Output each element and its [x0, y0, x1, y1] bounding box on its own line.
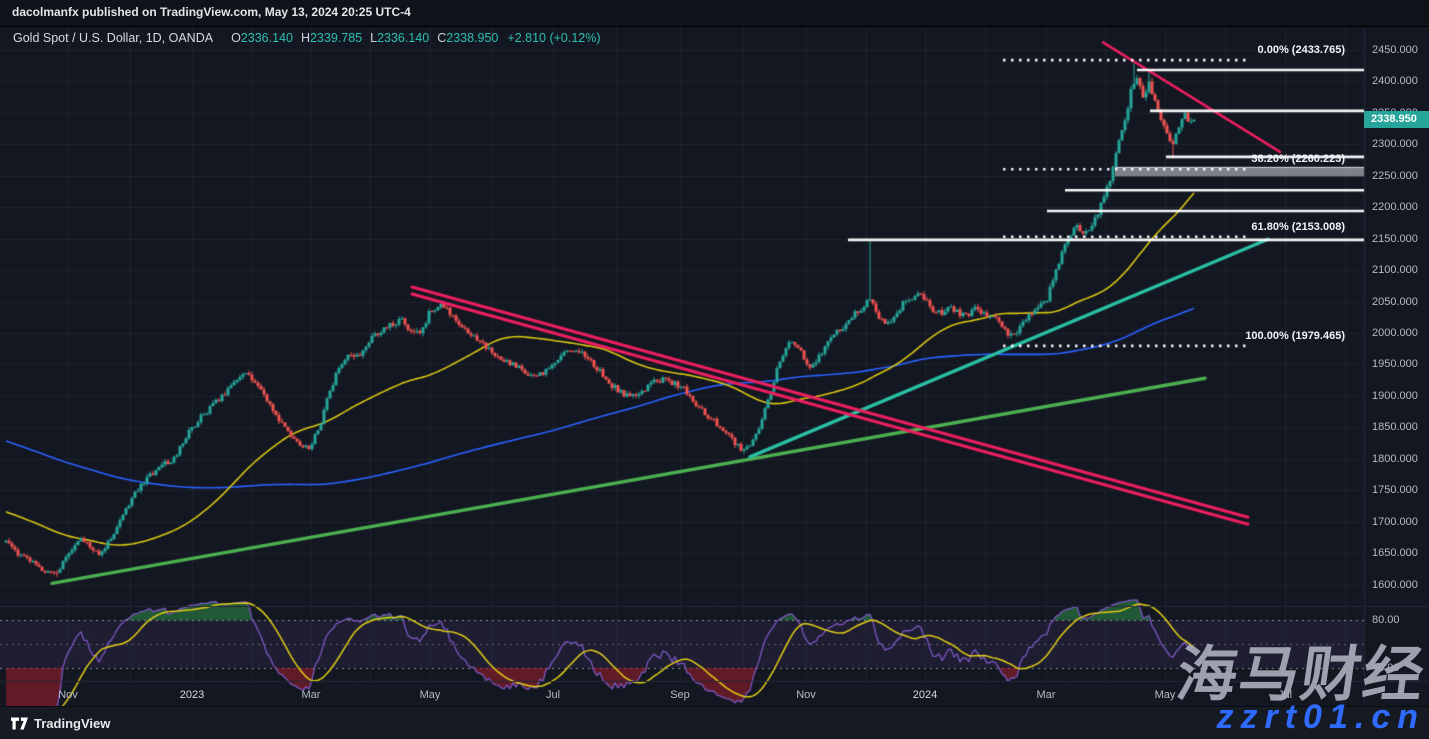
ohlc-letter: O [231, 31, 241, 45]
attribution-text: dacolmanfx published on TradingView.com,… [12, 5, 411, 19]
attribution-bar: dacolmanfx published on TradingView.com,… [0, 0, 1429, 27]
watermark-secondary: zzrt01.cn [1216, 698, 1425, 736]
tradingview-brand[interactable]: TradingView [34, 716, 111, 731]
ohlc-values: O2336.140 H2339.785 L2336.140 C2338.950 [223, 31, 498, 45]
tradingview-logo-icon[interactable] [10, 716, 29, 731]
ohlc-value: 2336.140 [377, 31, 430, 45]
ohlc-value: 2336.140 [240, 31, 293, 45]
chart-legend: Gold Spot / U.S. Dollar, 1D, OANDA O2336.… [13, 31, 601, 45]
ohlc-letter: L [370, 31, 378, 45]
ohlc-value: 2339.785 [309, 31, 363, 45]
change-value: +2.810 (+0.12%) [507, 31, 601, 45]
ohlc-value: 2338.950 [446, 31, 499, 45]
footer-bar: TradingView [0, 706, 1429, 739]
last-price-badge: 2338.950 [1364, 111, 1429, 129]
ohlc-letter: C [437, 31, 447, 45]
ohlc-letter: H [300, 31, 310, 45]
symbol-title[interactable]: Gold Spot / U.S. Dollar, 1D, OANDA [13, 31, 214, 45]
